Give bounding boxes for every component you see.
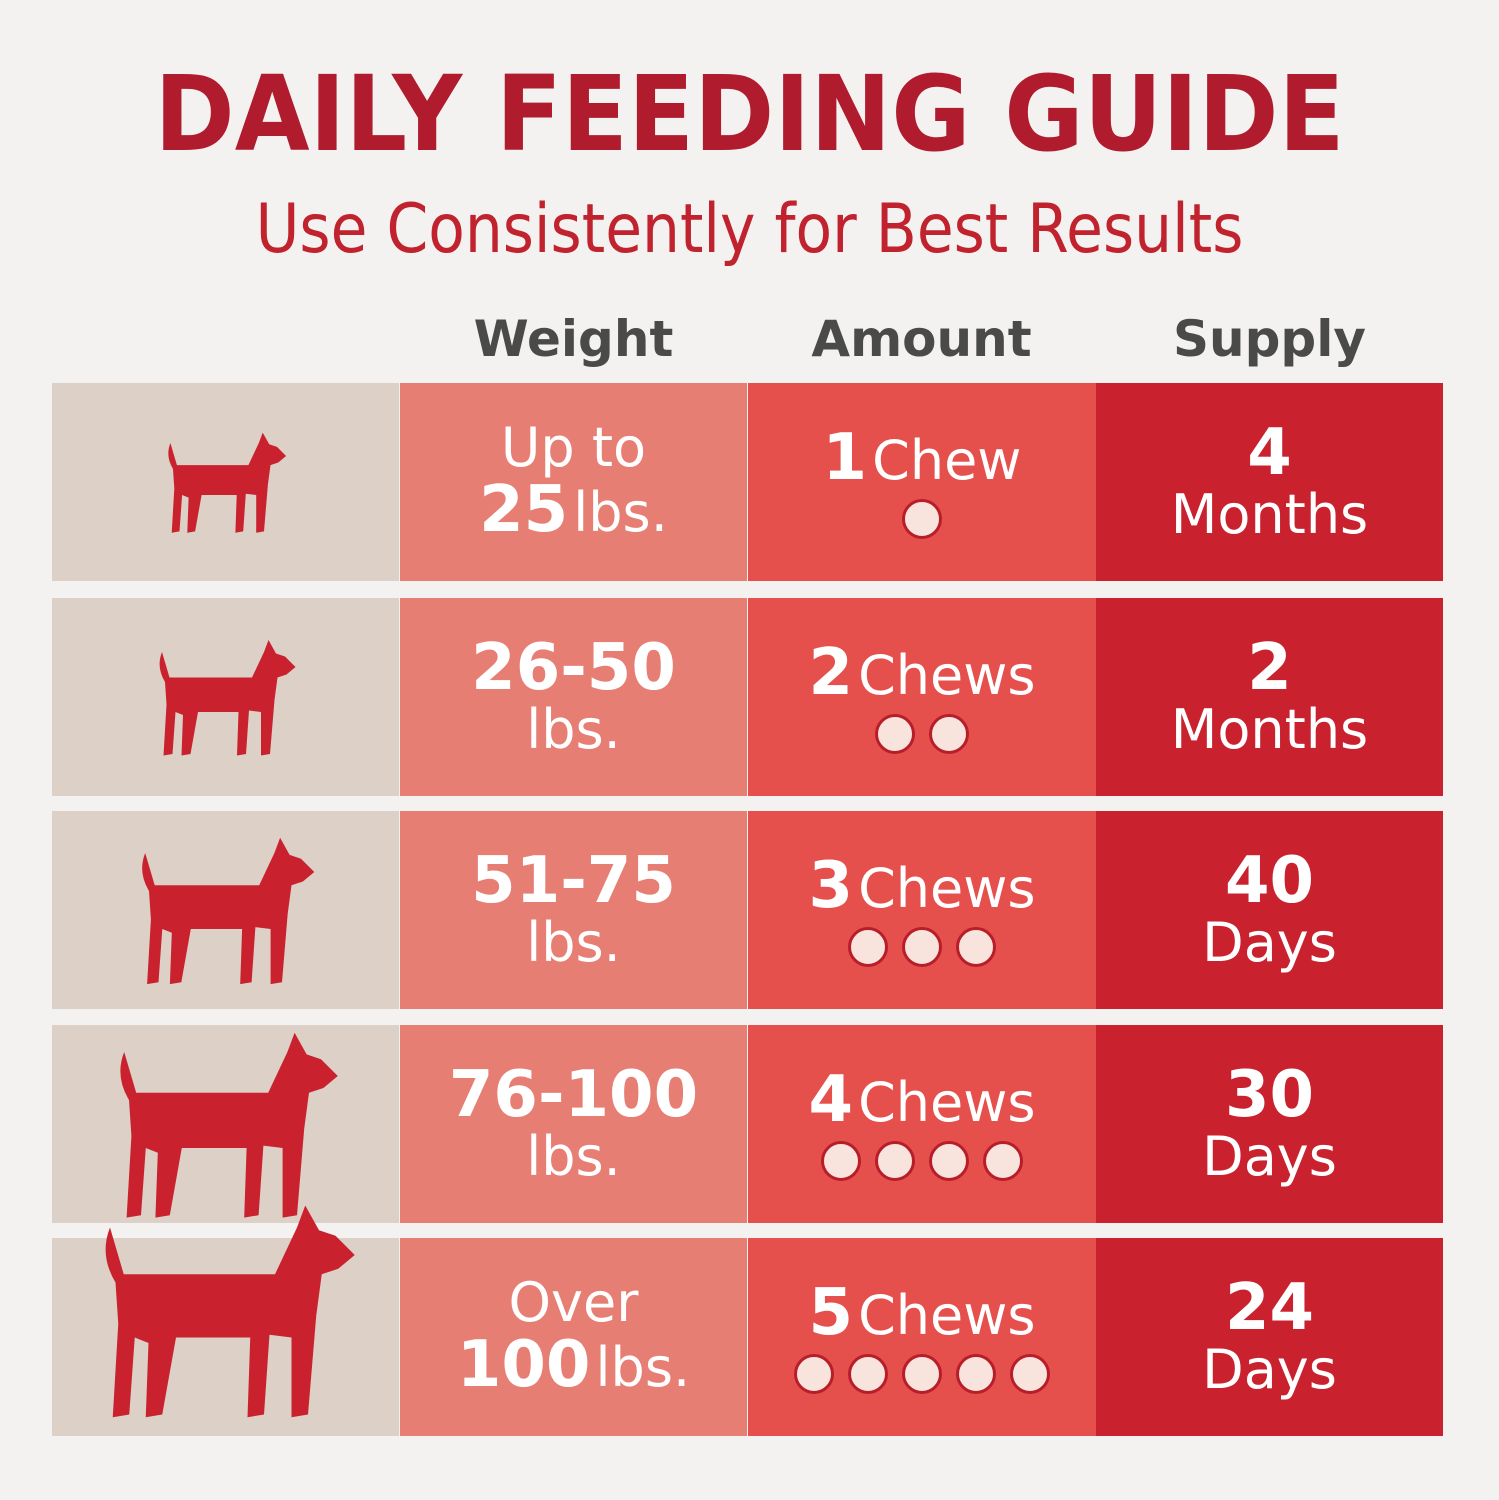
weight-value: 100 (456, 1327, 591, 1402)
supply-cell: 40 Days (1096, 811, 1443, 1009)
weight-value: 26-50 (471, 631, 676, 706)
chew-icon (794, 1353, 834, 1394)
chew-icon (902, 498, 942, 539)
bulldog-icon (159, 640, 296, 756)
weight-unit: lbs. (526, 911, 621, 975)
amount-cell: 2 Chews (748, 598, 1096, 796)
amount-unit: Chew (872, 429, 1022, 493)
chew-icon (821, 1140, 861, 1181)
chew-dots (902, 498, 942, 539)
feeding-row: 76-100 lbs. 4 Chews 30 Days (52, 1025, 1443, 1223)
supply-value: 30 (1224, 1058, 1315, 1133)
small-dog-icon (168, 432, 287, 533)
weight-value: 51-75 (471, 844, 676, 919)
dog-silhouette (168, 432, 287, 533)
weight-cell: Up to 25 lbs. (400, 383, 747, 581)
supply-value: 24 (1224, 1271, 1315, 1346)
chew-icon (875, 713, 915, 754)
weight-unit: lbs. (526, 698, 621, 762)
weight-unit: lbs. (573, 480, 668, 544)
supply-cell: 2 Months (1096, 598, 1443, 796)
feeding-row: Up to 25 lbs. 1 Chew 4 Months (52, 383, 1443, 581)
feeding-row: Over 100 lbs. 5 Chews 24 Days (52, 1238, 1443, 1436)
amount-value: 5 (808, 1276, 853, 1351)
large-dog-icon (120, 1032, 338, 1218)
weight-cell: Over 100 lbs. (400, 1238, 747, 1436)
medium-dog-icon (142, 837, 315, 985)
giant-dog-icon (105, 1205, 355, 1418)
chew-icon (929, 1140, 969, 1181)
chew-icon (956, 926, 996, 967)
amount-cell: 5 Chews (748, 1238, 1096, 1436)
amount-value: 4 (808, 1063, 853, 1138)
amount-unit: Chews (858, 1284, 1036, 1348)
supply-cell: 30 Days (1096, 1025, 1443, 1223)
header-amount: Amount (811, 310, 1032, 368)
amount-value: 3 (808, 849, 853, 924)
supply-value: 2 (1247, 631, 1292, 706)
weight-cell: 26-50 lbs. (400, 598, 747, 796)
chew-icon (929, 713, 969, 754)
amount-value: 1 (822, 421, 868, 496)
amount-cell: 1 Chew (748, 383, 1096, 581)
supply-cell: 24 Days (1096, 1238, 1443, 1436)
weight-unit: lbs. (526, 1125, 621, 1189)
chew-icon (983, 1140, 1023, 1181)
chew-dots (821, 1140, 1023, 1181)
amount-unit: Chews (858, 644, 1036, 708)
supply-unit: Months (1170, 483, 1369, 547)
page-title: DAILY FEEDING GUIDE (154, 53, 1345, 175)
weight-cell: 51-75 lbs. (400, 811, 747, 1009)
chew-icon (1010, 1353, 1050, 1394)
dog-silhouette (159, 640, 296, 756)
dog-silhouette (142, 837, 315, 985)
dog-silhouette (120, 1032, 338, 1218)
amount-unit: Chews (858, 1071, 1036, 1135)
supply-unit: Days (1202, 1338, 1337, 1402)
chew-icon (848, 926, 888, 967)
weight-value: 25 (479, 472, 569, 547)
chew-icon (956, 1353, 996, 1394)
chew-icon (902, 1353, 942, 1394)
weight-cell: 76-100 lbs. (400, 1025, 747, 1223)
chew-icon (902, 926, 942, 967)
chew-dots (875, 713, 969, 754)
weight-prefix: Up to (500, 416, 647, 480)
supply-value: 4 (1247, 416, 1292, 491)
weight-unit: lbs. (595, 1335, 691, 1399)
weight-prefix: Over (508, 1271, 639, 1335)
supply-cell: 4 Months (1096, 383, 1443, 581)
dog-silhouette (105, 1205, 355, 1418)
chew-icon (875, 1140, 915, 1181)
header-weight: Weight (473, 310, 674, 368)
supply-unit: Months (1170, 698, 1369, 762)
weight-value: 76-100 (448, 1058, 699, 1133)
header-supply: Supply (1173, 310, 1366, 368)
supply-value: 40 (1224, 844, 1315, 919)
amount-value: 2 (808, 636, 853, 711)
chew-icon (848, 1353, 888, 1394)
amount-cell: 3 Chews (748, 811, 1096, 1009)
chew-dots (794, 1353, 1050, 1394)
feeding-row: 51-75 lbs. 3 Chews 40 Days (52, 811, 1443, 1009)
supply-unit: Days (1202, 911, 1337, 975)
supply-unit: Days (1202, 1125, 1337, 1189)
subtitle: Use Consistently for Best Results (255, 190, 1244, 269)
amount-unit: Chews (858, 857, 1036, 921)
chew-dots (848, 926, 996, 967)
amount-cell: 4 Chews (748, 1025, 1096, 1223)
